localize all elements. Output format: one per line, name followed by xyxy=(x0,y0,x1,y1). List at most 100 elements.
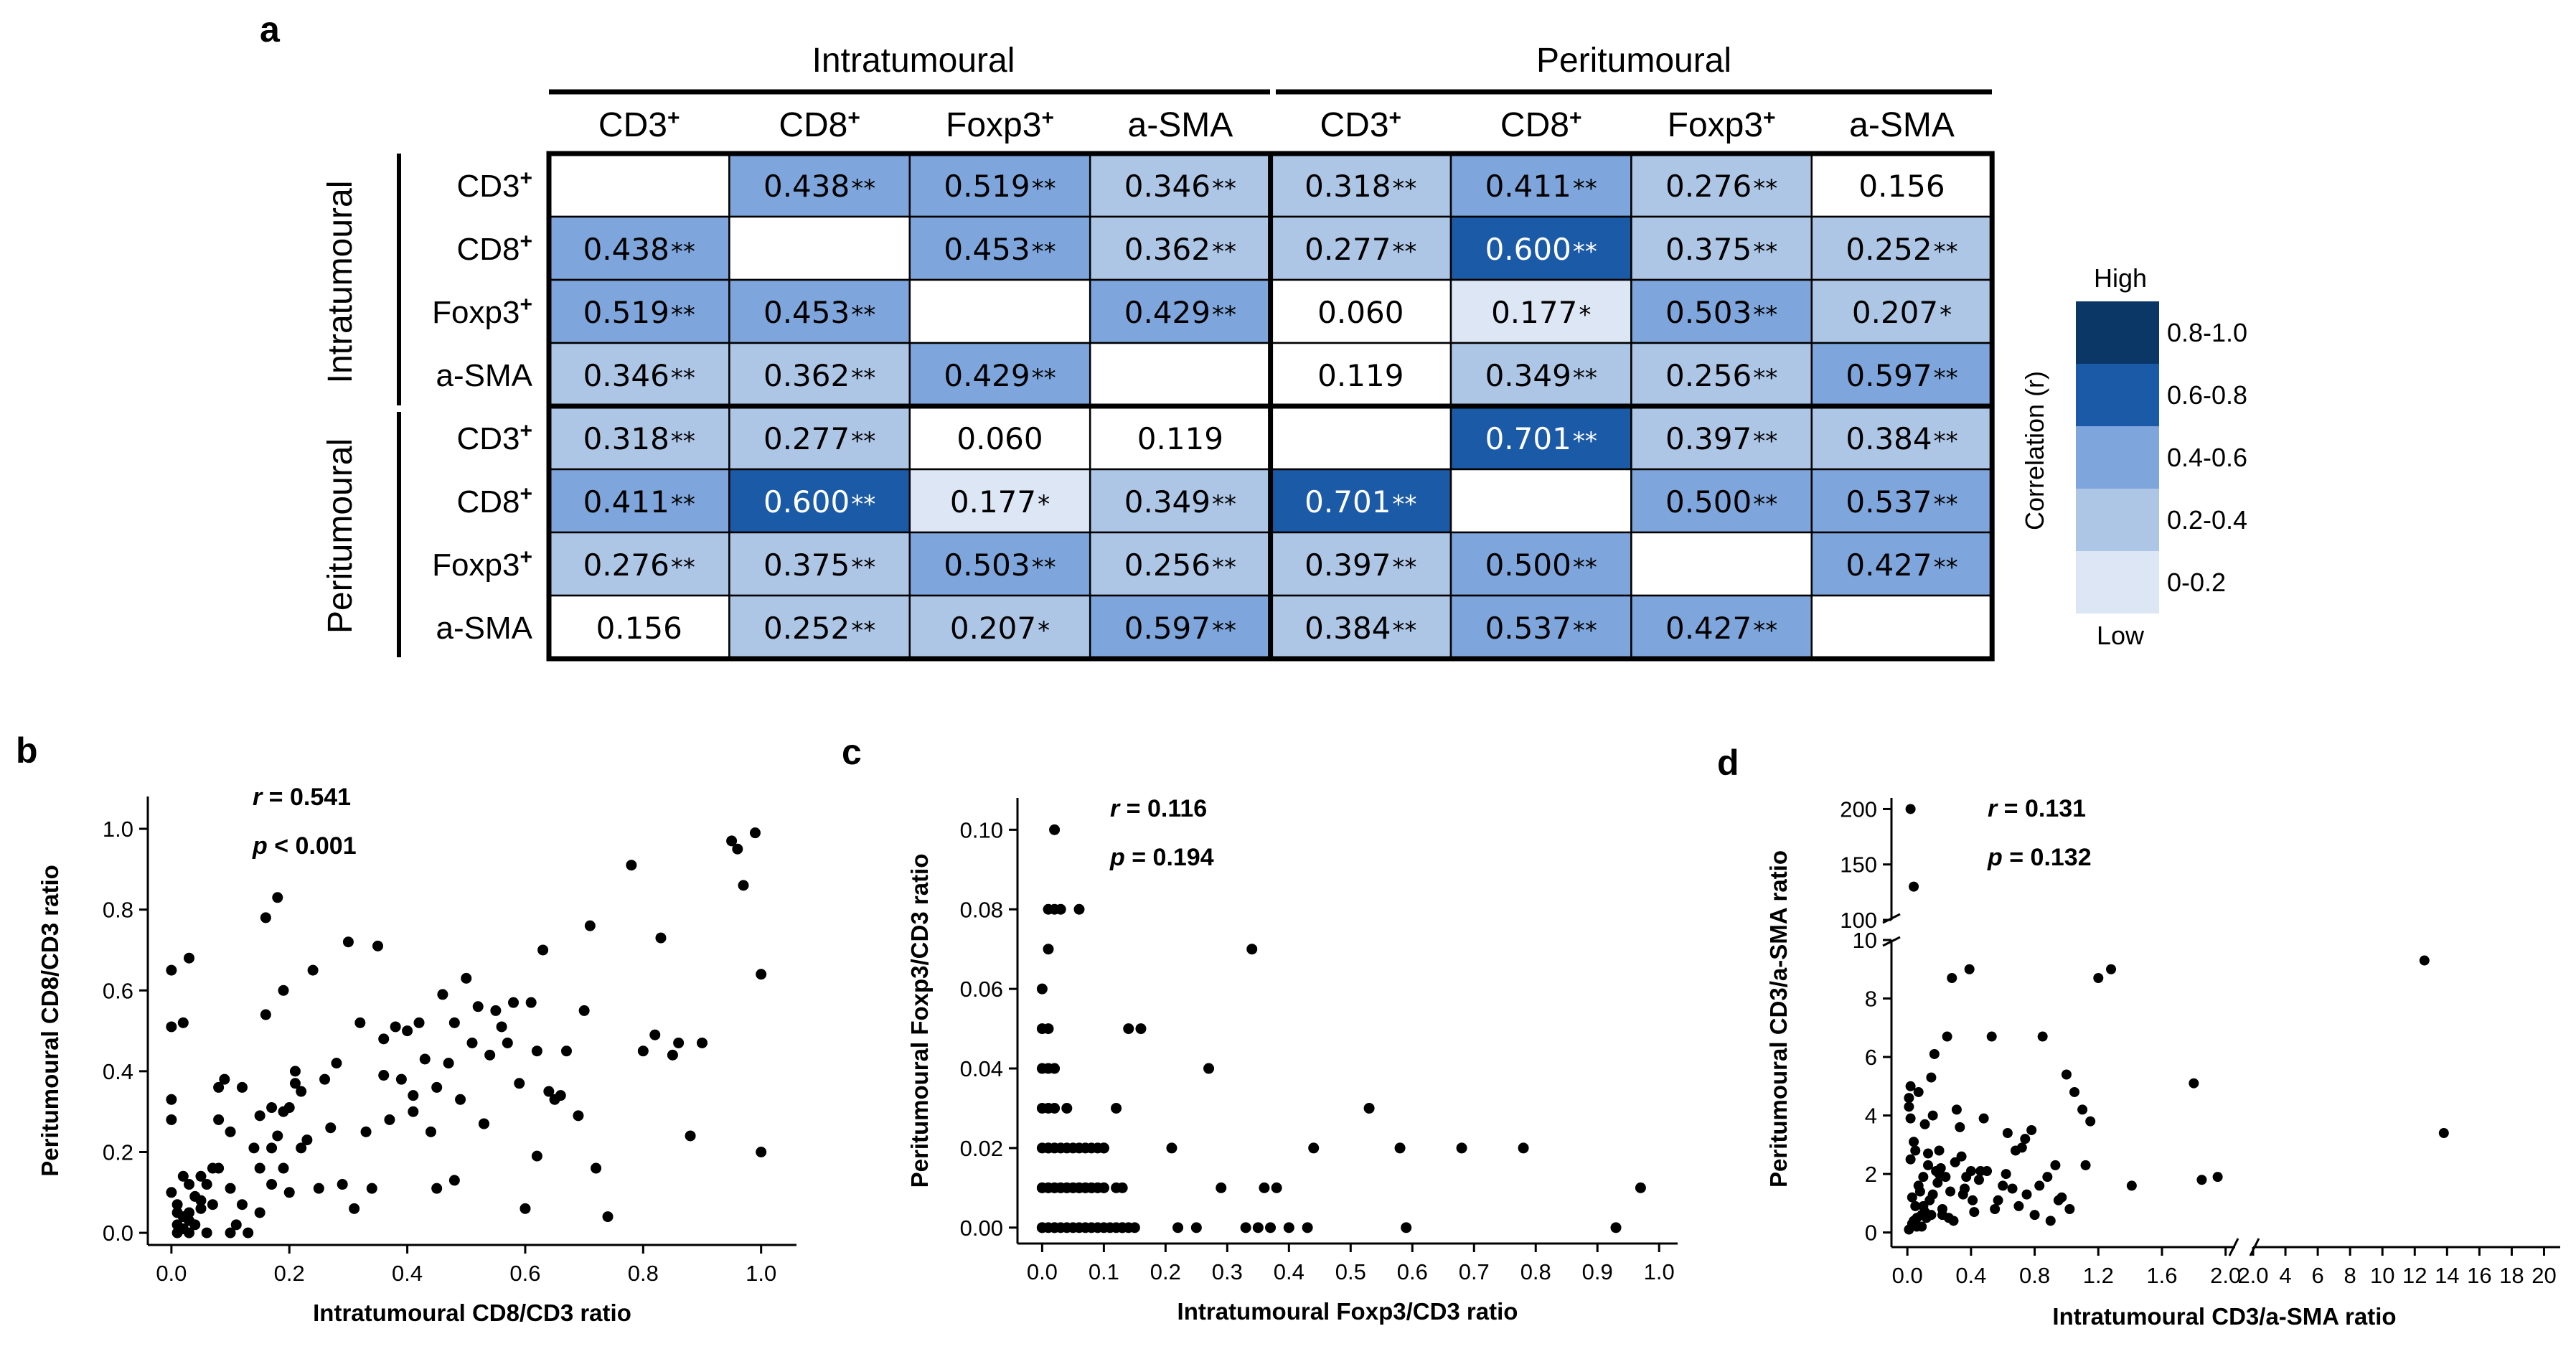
heatmap-value-stars: ** xyxy=(1392,174,1416,203)
panel-b-point xyxy=(301,1134,313,1146)
row-header-3: a-SMA xyxy=(436,358,533,393)
legend-bin-label-4: 0-0.2 xyxy=(2167,568,2226,597)
panel-d-point xyxy=(1904,1093,1914,1104)
panel-d-x-tick-label-lower-1: 0.4 xyxy=(1955,1263,1986,1288)
panel-d-point xyxy=(1918,1172,1929,1183)
panel-b-point xyxy=(537,944,549,956)
heatmap-value-7-0: 0.156 xyxy=(596,611,682,646)
panel-d-y-tick-label-lower-3: 6 xyxy=(1865,1045,1877,1070)
panel-b-point xyxy=(177,1017,189,1028)
heatmap-value-stars: ** xyxy=(1392,490,1416,519)
panel-c-y-tick-label-5: 0.10 xyxy=(960,817,1003,842)
row-header-0-sup: + xyxy=(520,166,532,190)
heatmap-value-2-1: 0.453** xyxy=(763,295,875,330)
heatmap-value-3-5: 0.349** xyxy=(1485,358,1597,393)
panel-b-point xyxy=(349,1203,360,1214)
heatmap-value-number: 0.207 xyxy=(950,611,1036,646)
panel-d-point xyxy=(2045,1216,2056,1226)
panel-b-point xyxy=(667,1049,678,1061)
heatmap-cell-1-7 xyxy=(1810,215,1993,281)
panel-c-x-tick-label-5: 0.5 xyxy=(1335,1259,1366,1284)
heatmap-value-stars: ** xyxy=(1753,301,1777,329)
heatmap-value-number: 0.500 xyxy=(1665,484,1752,520)
panel-d-y-tick-label-lower-5: 10 xyxy=(1853,928,1877,953)
panel-d-x-tick-label-upper-6: 14 xyxy=(2435,1263,2459,1288)
panel-d-point xyxy=(1964,964,1975,974)
panel-d-point xyxy=(2029,1210,2040,1221)
panel-d-point xyxy=(2064,1204,2075,1215)
heatmap-value-number: 0.397 xyxy=(1665,421,1752,456)
panel-b-y-tick-label-5: 1.0 xyxy=(103,817,133,842)
heatmap-value-number: 0.411 xyxy=(1485,169,1571,204)
panel-d-x-break-2 xyxy=(2249,1238,2260,1256)
panel-c-y-tick-label-0: 0.00 xyxy=(960,1216,1003,1241)
heatmap-value-number: 0.600 xyxy=(1485,232,1571,267)
panel-d-y-tick-label-lower-4: 8 xyxy=(1865,987,1877,1012)
panel-b-point xyxy=(296,1142,307,1154)
panel-b-point xyxy=(448,1017,460,1028)
panel-d-x-label: Intratumoural CD3/a-SMA ratio xyxy=(2052,1303,2396,1330)
panel-d-point xyxy=(2080,1160,2091,1170)
panel-b-point xyxy=(225,1183,236,1194)
panel-b-point xyxy=(543,1086,555,1097)
heatmap-value-stars: ** xyxy=(1753,616,1777,645)
panel-c-y-label: Peritumoural Foxp3/CD3 ratio xyxy=(906,854,933,1188)
heatmap-cell-6-6 xyxy=(1630,531,1813,597)
panel-b-point xyxy=(514,1078,525,1089)
panel-b-point xyxy=(254,1162,265,1174)
panel-b-point xyxy=(431,1081,443,1093)
panel-b-point xyxy=(236,1199,248,1211)
heatmap-value-number: 0.276 xyxy=(583,547,669,583)
panel-b-point xyxy=(520,1203,531,1214)
row-header-0: CD3+ xyxy=(456,166,532,204)
heatmap-value-stars: ** xyxy=(851,490,875,519)
heatmap-value-7-6: 0.427** xyxy=(1665,611,1777,646)
panel-c-point xyxy=(1061,1102,1073,1114)
panel-b-point xyxy=(201,1227,212,1238)
panel-d-y-tick-label-upper-2: 200 xyxy=(1840,796,1877,822)
heatmap-cell-3-2 xyxy=(908,342,1091,408)
panel-b-point xyxy=(189,1219,201,1231)
panel-b-y-tick-label-1: 0.2 xyxy=(103,1139,133,1165)
heatmap-value-number: 0.397 xyxy=(1305,547,1391,583)
panel-d-y-break-2 xyxy=(1882,936,1901,947)
heatmap-value-stars: ** xyxy=(851,616,875,645)
panel-d-point xyxy=(2037,1031,2048,1042)
panel-d-y-tick-label-lower-1: 2 xyxy=(1865,1162,1877,1187)
panel-b-point xyxy=(307,964,319,976)
heatmap-value-number: 0.256 xyxy=(1665,358,1752,393)
heatmap-value-number: 0.346 xyxy=(583,358,669,393)
panel-d-point xyxy=(2069,1086,2080,1097)
heatmap-value-number: 0.519 xyxy=(944,169,1030,204)
heatmap-value-stars: ** xyxy=(671,427,695,456)
panel-b-point xyxy=(378,1070,390,1081)
panel-b-point xyxy=(366,1183,377,1194)
row-header-5: CD8+ xyxy=(456,482,532,520)
panel-d-point xyxy=(2126,1180,2137,1191)
panel-d-point xyxy=(2085,1116,2096,1127)
heatmap-value-number: 0.252 xyxy=(763,611,850,646)
heatmap-value-7-5: 0.537** xyxy=(1485,611,1597,646)
heatmap-value-number: 0.438 xyxy=(763,169,850,204)
heatmap-cell-3-3 xyxy=(1089,342,1271,408)
legend-swatch-0 xyxy=(2076,301,2159,364)
panel-b-point xyxy=(272,1130,283,1142)
row-header-5-sup: + xyxy=(520,482,532,506)
panel-b-point xyxy=(697,1037,708,1048)
panel-b-point xyxy=(236,1081,248,1093)
panel-b-point xyxy=(531,1150,542,1162)
heatmap-value-3-4: 0.119 xyxy=(1317,358,1404,393)
heatmap-value-0-6: 0.276** xyxy=(1665,169,1777,204)
panel-d-x-tick-label-upper-9: 20 xyxy=(2532,1263,2556,1288)
heatmap-value-stars: ** xyxy=(1032,364,1056,393)
panel-b-point xyxy=(408,1090,419,1101)
panel-b-point xyxy=(525,997,537,1008)
panel-b-point xyxy=(726,835,738,847)
panel-b-point xyxy=(166,1094,177,1105)
heatmap-value-stars: ** xyxy=(1753,364,1777,393)
panel-d-point xyxy=(1973,1175,1984,1185)
panel-d-point xyxy=(1986,1031,1997,1042)
heatmap-value-number: 0.384 xyxy=(1846,421,1932,456)
col-header-3-text: a-SMA xyxy=(1128,106,1233,144)
panel-c-stat-r: r = 0.116 xyxy=(1110,795,1207,822)
